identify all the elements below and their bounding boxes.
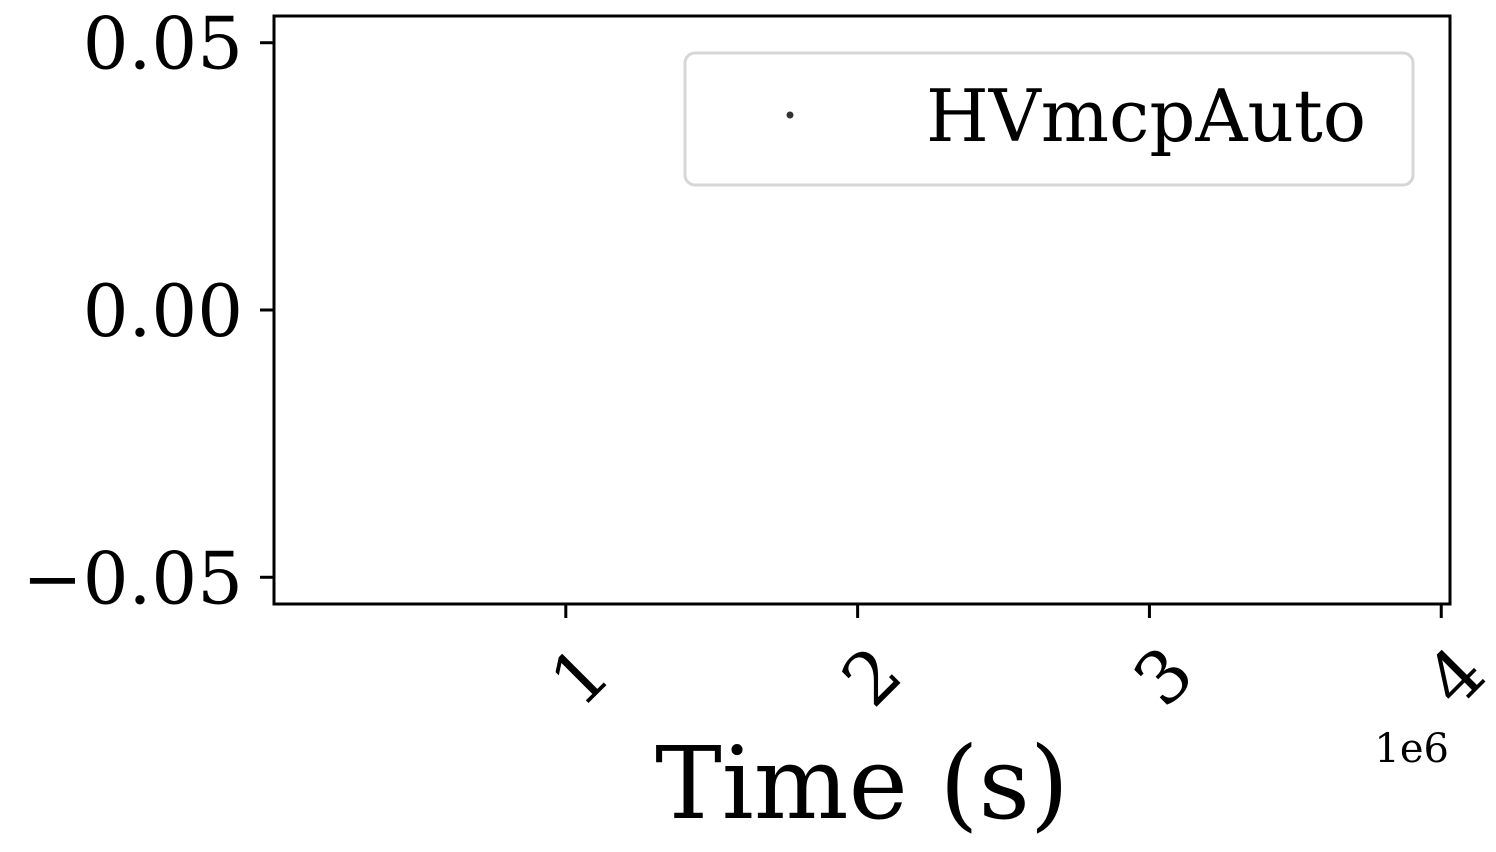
legend-box [683,51,1415,187]
y-tick-label: −0.05 [22,536,243,620]
x-axis-offset-label: 1e6 [1374,726,1449,772]
y-tick-label: 0.05 [83,2,243,86]
plot-area-frame [272,14,1452,606]
legend-marker [786,111,794,119]
legend-label-hvmcpauto: HVmcpAuto [926,74,1366,158]
legend: HVmcpAuto [683,51,1415,187]
x-axis-label: Time (s) [655,725,1069,842]
y-tick-label: 0.00 [83,269,243,353]
y-axis-ticks: 0.05 0.00 −0.05 [22,2,274,620]
